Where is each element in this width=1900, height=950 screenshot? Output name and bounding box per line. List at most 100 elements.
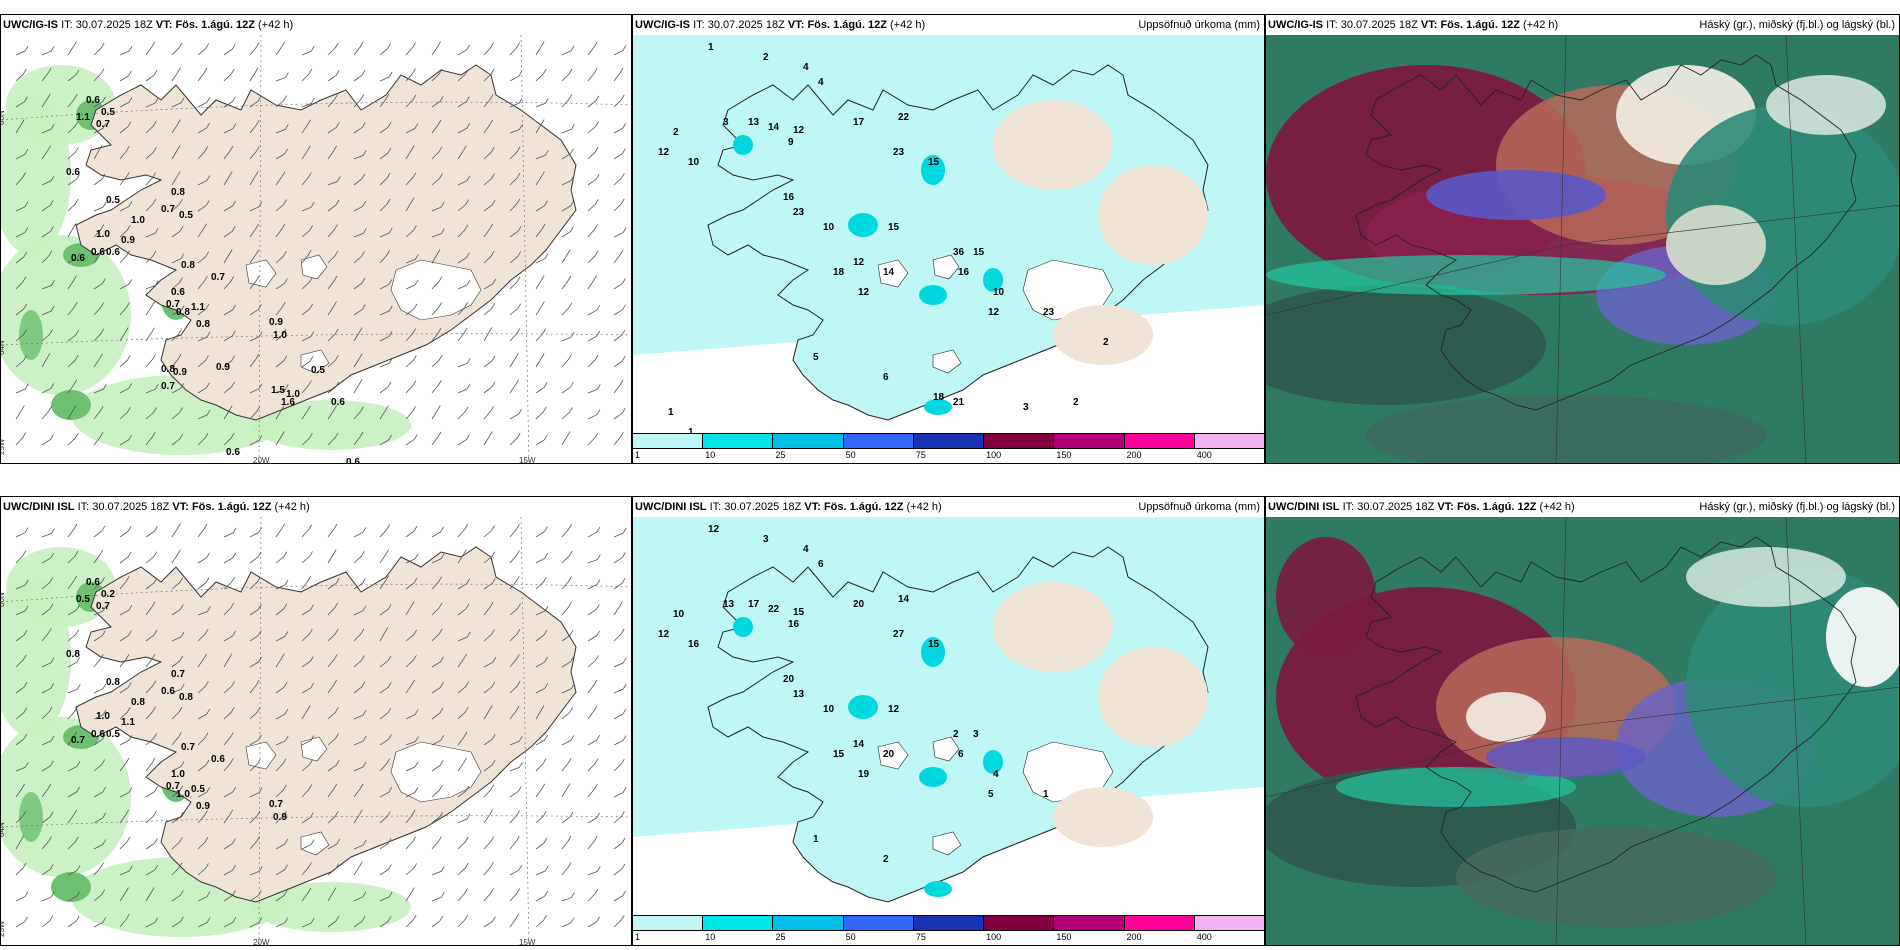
- wind-barb: [561, 524, 572, 538]
- precip-value-label: 4: [818, 77, 824, 88]
- precip-value-label: 13: [748, 117, 760, 128]
- wind-barb: [93, 145, 103, 160]
- legend-tick-label: 200: [1126, 932, 1142, 942]
- wind-barb: [93, 431, 104, 446]
- wind-barb: [15, 550, 27, 564]
- wind-barb: [249, 275, 260, 290]
- wind-barbs: [15, 41, 627, 446]
- latitude-line: [1266, 204, 1899, 316]
- wind-barb: [587, 95, 600, 108]
- wind-barb: [67, 354, 79, 368]
- wind-barb: [197, 146, 209, 160]
- wind-barb: [613, 601, 623, 616]
- graticule: [1, 34, 631, 463]
- wind-barb: [223, 276, 235, 290]
- wind-barb: [119, 45, 133, 56]
- wind-barb: [171, 119, 181, 134]
- wind-barb: [457, 549, 467, 564]
- wind-barb: [561, 629, 574, 642]
- wind-barb: [67, 523, 78, 538]
- wind-barb: [197, 628, 209, 642]
- wind-barb: [483, 381, 496, 394]
- wind-barb: [379, 381, 392, 394]
- wind-barb: [301, 249, 312, 264]
- wind-barb: [379, 279, 393, 290]
- wind-barb: [327, 432, 339, 446]
- wind-barb: [249, 304, 262, 316]
- wind-barb: [41, 864, 54, 876]
- wind-barb: [15, 276, 27, 290]
- cloud-panel-top: UWC/IG-IS IT: 30.07.2025 18Z VT: Fös. 1.…: [1265, 14, 1900, 464]
- glacier: [932, 831, 962, 856]
- legend-tick-label: 400: [1196, 450, 1212, 460]
- wind-barb: [119, 250, 131, 264]
- wind-barb: [587, 224, 598, 238]
- wind-barb: [119, 354, 131, 368]
- cloud-map-bottom: [1266, 516, 1899, 945]
- wind-barb: [119, 383, 133, 394]
- wind-barb: [535, 223, 546, 238]
- wind-barb: [587, 705, 598, 720]
- glacier: [932, 254, 960, 280]
- wind-barb: [509, 550, 520, 564]
- wind-barb: [197, 382, 210, 394]
- wind-barb: [275, 864, 288, 876]
- wind-barb: [275, 278, 288, 290]
- cloud-shading: [1336, 767, 1576, 807]
- wind-barb: [457, 757, 468, 772]
- wind-barb: [509, 42, 521, 56]
- wind-barb: [41, 329, 53, 342]
- precip-shading: [1098, 165, 1208, 265]
- precip-value-label: 12: [853, 257, 865, 268]
- legend-swatch: [703, 433, 774, 449]
- wind-barb: [223, 96, 236, 108]
- wind-barb: [379, 864, 392, 876]
- wind-barb: [405, 225, 417, 238]
- wind-barb: [15, 355, 27, 368]
- legend-swatch: [984, 915, 1055, 931]
- wind-barb: [535, 810, 547, 824]
- wind-barb: [457, 731, 468, 746]
- wind-barb: [327, 94, 338, 108]
- wind-barb: [171, 42, 183, 56]
- wind-barb: [405, 123, 419, 134]
- wind-barb: [353, 122, 366, 134]
- wind-value-label: 0.5: [179, 210, 193, 221]
- legend-tick-label: 25: [775, 450, 786, 460]
- wind-value-label: 0.6: [71, 253, 85, 264]
- wind-barb: [613, 249, 624, 264]
- wind-barb: [301, 705, 311, 720]
- wind-barb: [119, 171, 130, 186]
- wind-barb: [561, 148, 574, 160]
- wind-barb: [587, 146, 599, 160]
- wind-barb: [327, 176, 341, 186]
- wind-barb: [197, 863, 209, 876]
- wind-value-label: 1.1: [191, 302, 205, 313]
- wind-barb: [431, 553, 445, 564]
- wind-panel-bottom: UWC/DINI ISL IT: 30.07.2025 18Z VT: Fös.…: [0, 496, 632, 946]
- wind-barb: [197, 810, 208, 824]
- lat-label-66: 66N: [1, 110, 6, 125]
- wind-barb: [67, 198, 79, 212]
- wind-value-label: 0.6: [226, 447, 240, 458]
- wind-barb: [509, 198, 521, 212]
- precip-value-label: 2: [673, 127, 679, 138]
- wind-barb: [431, 41, 441, 56]
- wind-barb: [457, 302, 468, 316]
- wind-barb: [67, 252, 81, 264]
- wind-value-label: 0.5: [106, 729, 120, 740]
- precip-value-label: 6: [818, 559, 824, 570]
- precip-shading: [1053, 305, 1153, 365]
- wind-barb: [353, 173, 366, 186]
- wind-barb: [405, 809, 416, 824]
- wind-barb: [431, 784, 443, 798]
- wind-barb: [535, 41, 545, 56]
- legend-tick-label: 150: [1056, 932, 1072, 942]
- legend-swatch: [984, 433, 1055, 449]
- wind-value-label: 0.9: [216, 362, 230, 373]
- wind-barb: [15, 172, 26, 186]
- wind-barb: [275, 41, 286, 56]
- wind-barb: [327, 759, 340, 772]
- wind-value-label: 1.0: [131, 215, 145, 226]
- wind-barb: [587, 812, 600, 824]
